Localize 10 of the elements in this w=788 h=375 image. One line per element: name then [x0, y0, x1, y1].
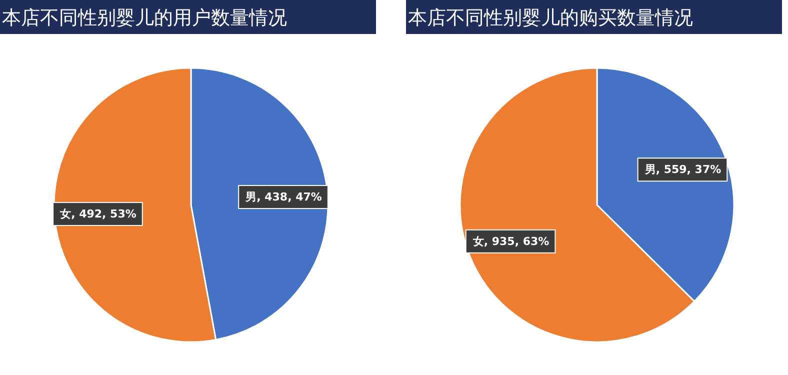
chart-title: 本店不同性别婴儿的用户数量情况 — [2, 7, 287, 29]
data-label: , 935, 63% — [484, 234, 550, 248]
slice-label: 女 — [59, 207, 72, 220]
chart-title: 本店不同性别婴儿的购买数量情况 — [408, 7, 693, 29]
data-label: , 559, 37% — [656, 163, 722, 176]
slice-label: 男 — [644, 163, 656, 176]
data-label: , 492, 53% — [71, 207, 136, 220]
slice-label: 男 — [244, 190, 257, 204]
data-label: , 438, 47% — [256, 190, 322, 204]
slice-label: 女 — [472, 234, 484, 248]
